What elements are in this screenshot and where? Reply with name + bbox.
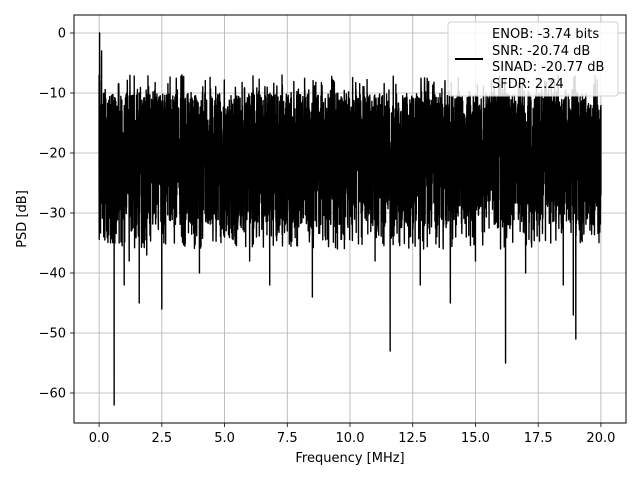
x-ticks: 0.0 2.5 5.0 7.5 10.0 12.5 15.0 17.5 20.0 <box>89 423 615 446</box>
legend-entry-sinad: SINAD: -20.77 dB <box>492 60 604 75</box>
psd-series-line <box>98 32 602 406</box>
x-tick-label: 10.0 <box>336 431 365 446</box>
x-tick-label: 0.0 <box>89 431 110 446</box>
x-tick-label: 2.5 <box>151 431 172 446</box>
x-tick-label: 12.5 <box>398 431 427 446</box>
y-tick-label: 0 <box>58 27 66 42</box>
x-tick-label: 5.0 <box>214 431 235 446</box>
y-tick-label: −10 <box>39 87 66 102</box>
data-layer <box>98 32 602 406</box>
x-tick-label: 20.0 <box>586 431 615 446</box>
x-axis-label: Frequency [MHz] <box>295 451 404 466</box>
y-tick-label: −20 <box>39 147 66 162</box>
y-tick-label: −60 <box>39 387 66 402</box>
legend-entry-enob: ENOB: -3.74 bits <box>492 27 599 42</box>
y-axis-label: PSD [dB] <box>15 190 30 248</box>
x-tick-label: 17.5 <box>524 431 553 446</box>
x-tick-label: 7.5 <box>277 431 298 446</box>
y-ticks: 0 −10 −20 −30 −40 −50 −60 <box>39 27 74 402</box>
legend-box <box>447 21 619 97</box>
y-tick-label: −50 <box>39 327 66 342</box>
y-tick-label: −40 <box>39 267 66 282</box>
legend: ENOB: -3.74 bits SNR: -20.74 dB SINAD: -… <box>447 21 619 97</box>
y-tick-label: −30 <box>39 207 66 222</box>
legend-entry-sfdr: SFDR: 2.24 <box>492 77 564 92</box>
x-tick-label: 15.0 <box>461 431 490 446</box>
legend-entry-snr: SNR: -20.74 dB <box>492 44 590 59</box>
